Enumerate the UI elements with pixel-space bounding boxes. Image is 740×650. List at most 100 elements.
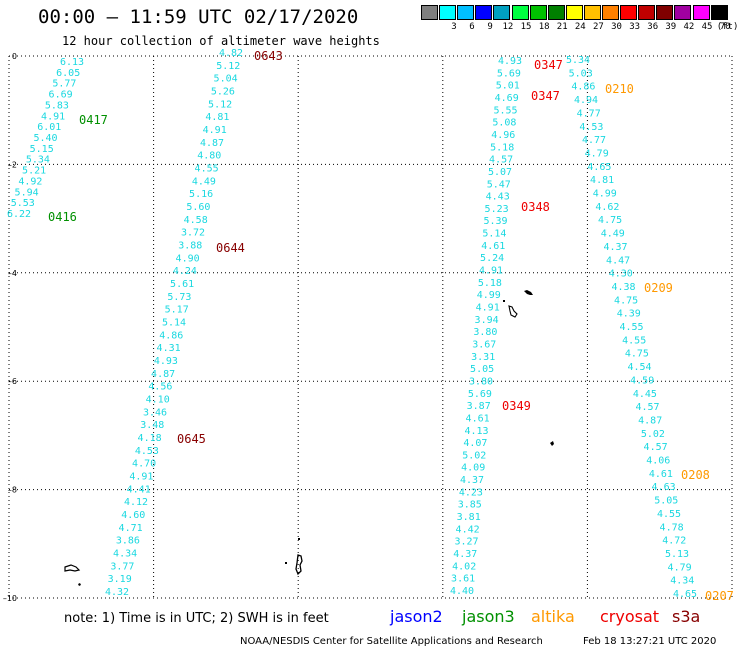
swh-value: 5.40 (33, 133, 57, 144)
axis-tick-labels: 45 48 51 54 57 60 0 –2 –4 –6 –8 –10 (3, 52, 737, 605)
swh-value: 6.22 (7, 209, 31, 220)
swh-value: 4.57 (635, 402, 659, 413)
swh-value: 4.55 (195, 164, 219, 175)
swh-value: 4.70 (132, 459, 156, 470)
swh-value: 3.27 (454, 537, 478, 548)
swh-value: 5.34 (566, 55, 590, 66)
swh-value: 3.48 (140, 420, 164, 431)
swh-value: 5.55 (493, 105, 517, 116)
swh-value: 4.91 (476, 303, 500, 314)
lon-tick-label: 54 (438, 604, 448, 605)
colorbar-tick-label: 24 (574, 22, 586, 32)
pass-time-label: 0207 (705, 589, 734, 603)
pass-time-labels: 0643 0417 0416 0644 0645 0347 0347 0210 0348 0209… (48, 49, 734, 603)
swh-values: 6.136.055.776.695.834.916.015.405.155.34… (7, 48, 697, 600)
swh-value: 4.09 (461, 463, 485, 474)
swh-value: 4.23 (459, 487, 483, 498)
swh-value: 5.04 (214, 74, 238, 85)
swh-value: 4.93 (154, 356, 178, 367)
swh-value: 4.55 (619, 322, 643, 333)
swh-value: 4.65 (587, 162, 611, 173)
swh-value: 4.71 (119, 523, 143, 534)
swh-value: 5.18 (490, 142, 514, 153)
swh-value: 4.30 (609, 269, 633, 280)
swh-value: 4.93 (498, 56, 522, 67)
swh-value: 4.53 (579, 122, 603, 133)
swh-value: 4.55 (657, 509, 681, 520)
swh-value: 5.12 (216, 61, 240, 72)
swh-value: 3.81 (457, 512, 481, 523)
swh-value: 4.49 (601, 229, 625, 240)
swh-value: 5.14 (482, 229, 506, 240)
swh-value: 5.39 (483, 216, 507, 227)
swh-value: 5.24 (480, 253, 504, 264)
swh-value: 5.08 (492, 118, 516, 129)
swh-value: 5.03 (569, 68, 593, 79)
lon-tick-label: 57 (582, 604, 592, 605)
swh-value: 4.79 (668, 562, 692, 573)
swh-value: 4.40 (450, 586, 474, 597)
swh-value: 4.91 (129, 472, 153, 483)
lat-tick-label: –10 (3, 594, 17, 603)
swh-value: 4.31 (157, 343, 181, 354)
swh-value: 5.13 (665, 549, 689, 560)
swh-value: 4.02 (452, 561, 476, 572)
island-shape (295, 554, 303, 576)
swh-value: 5.61 (170, 279, 194, 290)
lon-tick-label: 45 (4, 604, 14, 605)
colorbar-bin (710, 5, 728, 20)
swh-value: 3.80 (469, 377, 493, 388)
swh-value: 3.61 (451, 574, 475, 585)
swh-value: 5.05 (470, 364, 494, 375)
swh-value: 4.45 (633, 389, 657, 400)
swh-value: 4.24 (173, 266, 197, 277)
colorbar-bin (439, 5, 457, 20)
colorbar-tick-label: 70 (719, 22, 731, 32)
swh-value: 5.12 (208, 99, 232, 110)
pass-time-label: 0348 (521, 200, 550, 214)
credit-line: NOAA/NESDIS Center for Satellite Applica… (240, 636, 543, 647)
swh-value: 4.61 (466, 413, 490, 424)
colorbar-bin (547, 5, 565, 20)
colorbar-bin (529, 5, 547, 20)
generated-timestamp: Feb 18 13:27:21 UTC 2020 (583, 636, 717, 647)
pass-time-label: 0643 (254, 49, 283, 63)
swh-value: 4.32 (105, 587, 129, 598)
swh-value: 4.41 (127, 484, 151, 495)
swh-value: 5.73 (167, 292, 191, 303)
swh-value: 4.61 (649, 469, 673, 480)
colorbar-tick-label: 18 (538, 22, 550, 32)
swh-value: 4.57 (489, 155, 513, 166)
swh-value: 3.46 (143, 407, 167, 418)
swh-value: 4.77 (577, 108, 601, 119)
swh-value: 4.75 (614, 295, 638, 306)
swh-value: 6.01 (37, 122, 61, 133)
swh-value: 4.75 (625, 349, 649, 360)
swh-value: 4.06 (646, 456, 670, 467)
swh-value: 4.99 (477, 290, 501, 301)
swh-value: 5.02 (462, 450, 486, 461)
swh-value: 4.59 (630, 375, 654, 386)
swh-value: 4.34 (113, 549, 137, 560)
island-shape (78, 583, 81, 586)
swh-value: 4.91 (41, 111, 65, 122)
swh-value: 4.72 (662, 536, 686, 547)
swh-value: 4.47 (606, 255, 630, 266)
swh-value: 4.55 (622, 335, 646, 346)
swh-value: 5.16 (189, 189, 213, 200)
pass-time-label: 0349 (502, 399, 531, 413)
colorbar-bin (602, 5, 619, 20)
swh-value: 4.60 (121, 510, 145, 521)
swh-value: 4.10 (146, 395, 170, 406)
swh-value: 3.80 (473, 327, 497, 338)
pass-time-label: 0416 (48, 210, 77, 224)
swh-value: 3.88 (178, 241, 202, 252)
swh-value: 4.63 (652, 482, 676, 493)
pass-time-label: 0210 (605, 82, 634, 96)
swh-value: 4.91 (203, 125, 227, 136)
swh-value: 4.82 (219, 48, 243, 59)
swh-value: 5.34 (26, 155, 50, 166)
swh-value: 4.90 (176, 253, 200, 264)
swh-value: 6.05 (56, 68, 80, 79)
swh-value: 4.57 (644, 442, 668, 453)
